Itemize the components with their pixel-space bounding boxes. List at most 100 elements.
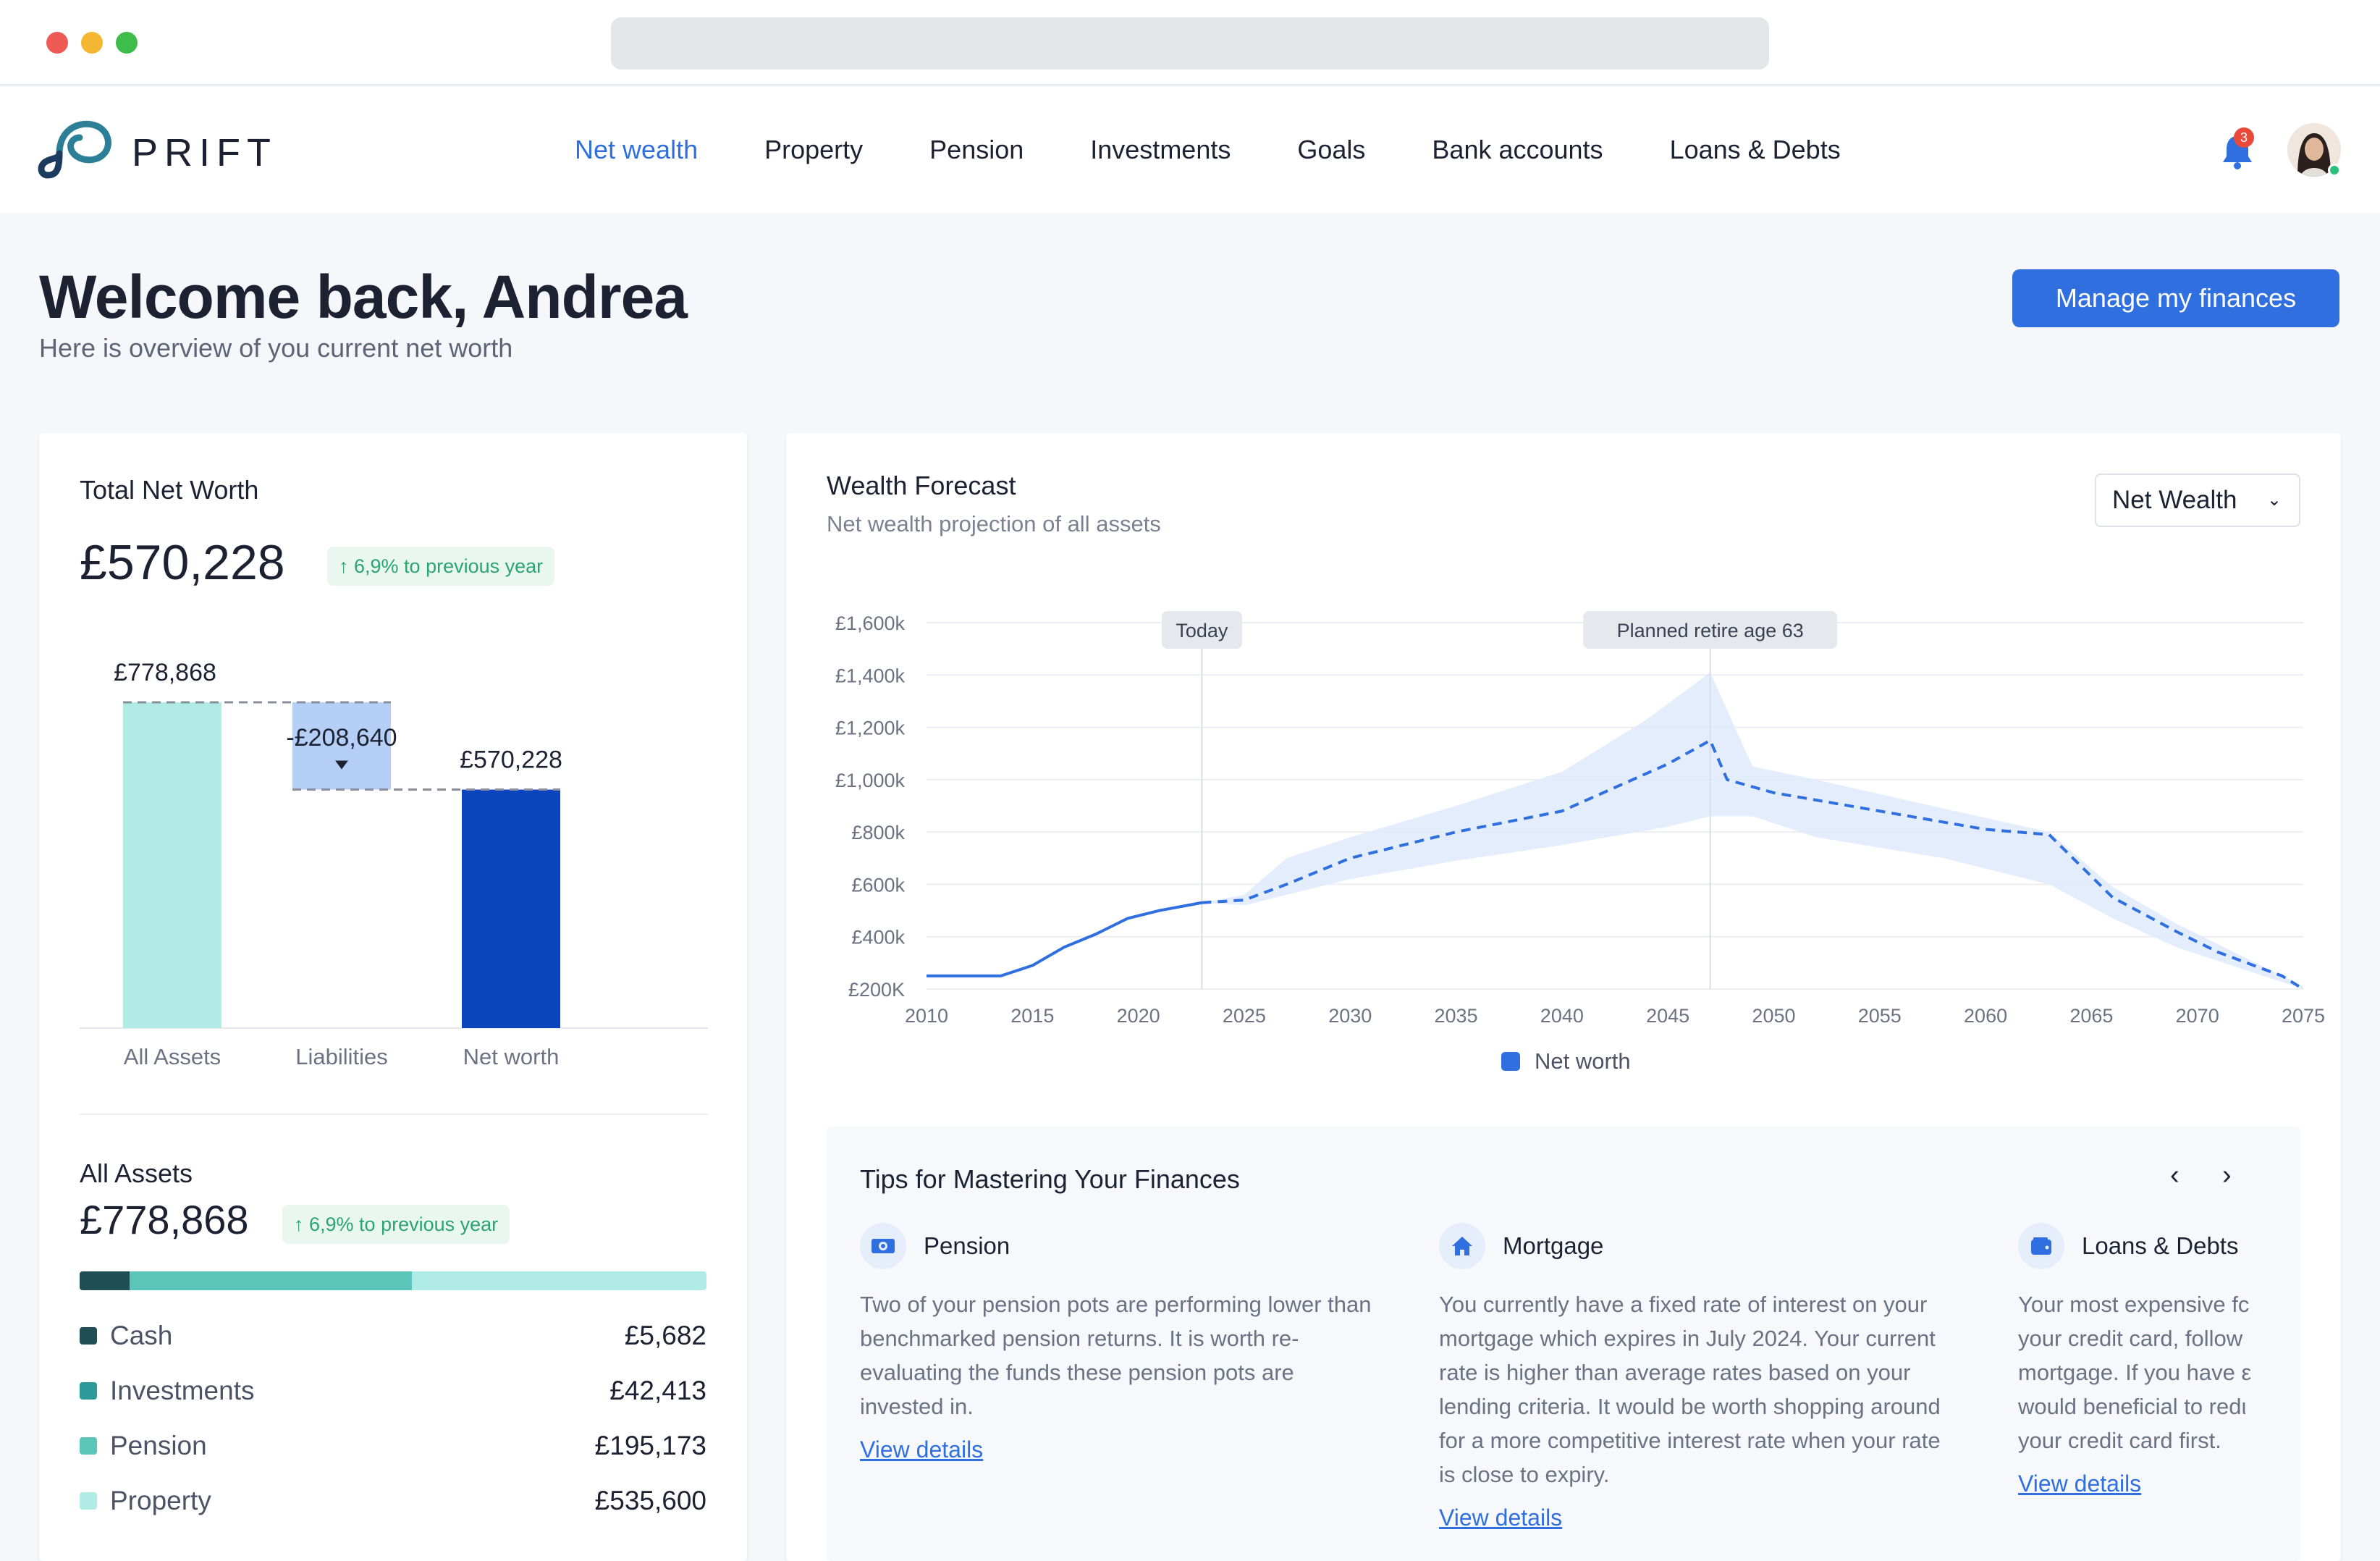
y-tick-label: £1,600k <box>835 613 906 634</box>
allocation-segment-cash <box>80 1271 130 1290</box>
online-status-dot <box>2328 164 2341 177</box>
nav-item-property[interactable]: Property <box>764 135 864 164</box>
asset-name: Cash <box>110 1321 173 1350</box>
avatar[interactable] <box>2287 123 2341 177</box>
nav-item-net-wealth[interactable]: Net wealth <box>575 135 699 164</box>
x-tick-label: 2060 <box>1964 1005 2007 1027</box>
window-minimize-button[interactable] <box>81 32 103 54</box>
x-tick-label: 2020 <box>1117 1005 1160 1027</box>
page-subtitle: Here is overview of you current net wort… <box>39 333 513 363</box>
nav-item-goals[interactable]: Goals <box>1297 135 1366 164</box>
x-tick-label: 2025 <box>1223 1005 1266 1027</box>
manage-finances-button[interactable]: Manage my finances <box>2012 269 2339 327</box>
x-tick-label: 2065 <box>2069 1005 2113 1027</box>
x-tick-label: 2040 <box>1540 1005 1584 1027</box>
x-tick-label: 2035 <box>1434 1005 1477 1027</box>
x-tick-label: 2030 <box>1328 1005 1372 1027</box>
x-tick-label: 2045 <box>1646 1005 1689 1027</box>
main-nav: Net wealth Property Pension Investments Goal… <box>575 87 1907 213</box>
asset-amount: £535,600 <box>594 1486 706 1515</box>
y-tick-label: £1,200k <box>835 718 906 739</box>
x-tick-label: 2050 <box>1752 1005 1795 1027</box>
y-tick-label: £400k <box>851 927 905 948</box>
divider <box>80 1114 708 1115</box>
value-label: £778,868 <box>114 659 216 686</box>
tip-card-pension: Pension Two of your pension pots are per… <box>860 1221 1381 1463</box>
y-tick-label: £600k <box>851 874 905 896</box>
asset-row-property: Property £535,600 <box>80 1483 706 1519</box>
address-bar[interactable] <box>611 17 1769 70</box>
brand-name: PRIFT <box>132 131 277 174</box>
net-worth-actual-line <box>927 901 1202 977</box>
nav-item-pension[interactable]: Pension <box>929 135 1024 164</box>
asset-name: Investments <box>110 1376 255 1405</box>
asset-row-investments: Investments £42,413 <box>80 1373 706 1409</box>
notification-badge: 3 <box>2234 127 2254 148</box>
down-arrow-icon <box>335 760 348 770</box>
tip-title: Mortgage <box>1503 1232 1604 1259</box>
nav-item-investments[interactable]: Investments <box>1090 135 1231 164</box>
tip-title: Loans & Debts <box>2082 1232 2239 1259</box>
forecast-type-value: Net Wealth <box>2112 486 2237 514</box>
category-label: All Assets <box>124 1044 221 1069</box>
tip-title: Pension <box>924 1232 1010 1259</box>
tips-next-button[interactable]: › <box>2222 1160 2232 1190</box>
page-title: Welcome back, Andrea <box>39 263 688 331</box>
all-assets-label: All Assets <box>80 1158 193 1188</box>
browser-chrome <box>0 0 2380 85</box>
asset-amount: £5,682 <box>624 1321 706 1350</box>
marker-tag <box>1161 611 1242 649</box>
chevron-down-icon: ⌄ <box>2266 490 2282 510</box>
legend-label: Net worth <box>1535 1048 1631 1074</box>
tip-card-loans: Loans & Debts Your most expensive fc you… <box>2018 1221 2300 1497</box>
legend-swatch <box>1501 1052 1520 1071</box>
window-maximize-button[interactable] <box>116 32 138 54</box>
nav-item-bank-accounts[interactable]: Bank accounts <box>1432 135 1603 164</box>
total-net-worth-value: £570,228 <box>80 535 285 590</box>
net-worth-change-badge: ↑ 6,9% to previous year <box>327 547 555 586</box>
bar-liabilities <box>292 702 391 790</box>
tip-body: You currently have a fixed rate of inter… <box>1439 1292 1941 1487</box>
view-details-link[interactable]: View details <box>2018 1470 2142 1497</box>
tip-card-mortgage: Mortgage You currently have a fixed rate… <box>1439 1221 1960 1531</box>
view-details-link[interactable]: View details <box>860 1436 984 1463</box>
y-tick-label: £800k <box>851 822 905 843</box>
asset-name: Property <box>110 1486 211 1515</box>
asset-name: Pension <box>110 1431 207 1460</box>
marker-label: Today <box>1176 620 1228 641</box>
wallet-icon <box>2018 1223 2064 1269</box>
app-header: PRIFT Net wealth Property Pension Investmen… <box>0 87 2380 213</box>
tips-prev-button[interactable]: ‹ <box>2170 1160 2179 1190</box>
forecast-type-select[interactable]: Net Wealth ⌄ <box>2095 474 2300 527</box>
net-worth-projected-line <box>1202 739 2305 990</box>
legend-swatch <box>80 1327 97 1345</box>
forecast-title: Wealth Forecast <box>827 471 1016 500</box>
assets-allocation-bar <box>80 1271 706 1290</box>
y-tick-label: £1,400k <box>835 665 906 686</box>
tips-title: Tips for Mastering Your Finances <box>860 1164 1240 1194</box>
category-label: Liabilities <box>295 1044 388 1069</box>
x-tick-label: 2070 <box>2176 1005 2219 1027</box>
bar-net-worth <box>462 789 560 1028</box>
y-tick-label: £200K <box>848 979 905 1001</box>
forecast-subtitle: Net wealth projection of all assets <box>827 511 1161 537</box>
value-label: -£208,640 <box>286 724 397 752</box>
all-assets-change-badge: ↑ 6,9% to previous year <box>282 1205 510 1244</box>
asset-row-cash: Cash £5,682 <box>80 1318 706 1354</box>
value-label: £570,228 <box>460 746 562 774</box>
x-tick-label: 2075 <box>2282 1005 2325 1027</box>
all-assets-value: £778,868 <box>80 1197 249 1242</box>
y-tick-label: £1,000k <box>835 770 906 791</box>
window-close-button[interactable] <box>46 32 68 54</box>
x-tick-label: 2010 <box>905 1005 948 1027</box>
view-details-link[interactable]: View details <box>1439 1505 1563 1531</box>
marker-tag <box>1583 611 1838 649</box>
wealth-forecast-chart: £1,600k £1,400k £1,200k £1,000k £800k £600k £4… <box>835 611 2325 1027</box>
net-worth-breakdown-chart: £778,868 -£208,640 £570,228 All Assets Liabi… <box>80 659 708 1069</box>
nav-item-loans-debts[interactable]: Loans & Debts <box>1669 135 1841 164</box>
chart-legend: Net worth <box>1501 1048 1631 1074</box>
prift-logo[interactable] <box>38 109 125 188</box>
total-net-worth-label: Total Net Worth <box>80 475 259 505</box>
asset-row-pension: Pension £195,173 <box>80 1428 706 1464</box>
allocation-segment-property <box>411 1271 706 1290</box>
